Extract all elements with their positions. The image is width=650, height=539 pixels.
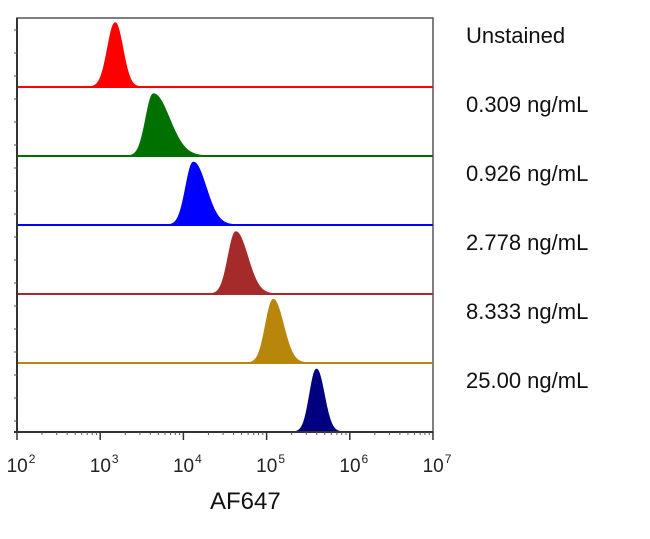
tick-base: 10 (172, 456, 195, 477)
histogram-6 (17, 368, 433, 433)
tick-base: 10 (339, 456, 361, 477)
x-tick-label: 105 (256, 452, 285, 478)
legend-label: 0.309 ng/mL (466, 91, 589, 117)
tick-base: 10 (6, 456, 28, 477)
x-tick-label: 104 (173, 452, 202, 478)
tick-exponent: 5 (278, 452, 286, 466)
x-tick-label: 103 (90, 452, 119, 478)
histogram-5 (17, 298, 433, 364)
x-tick-label: 107 (423, 452, 452, 478)
tick-base: 10 (89, 456, 111, 477)
tick-exponent: 6 (361, 452, 369, 466)
histogram-1 (17, 22, 433, 88)
tick-exponent: 2 (28, 452, 36, 466)
tick-exponent: 4 (195, 452, 202, 466)
histogram-3 (17, 161, 433, 226)
tick-exponent: 3 (111, 452, 119, 466)
legend-label: 0.926 ng/mL (466, 160, 589, 186)
tick-base: 10 (256, 456, 278, 477)
tick-base: 10 (422, 456, 444, 477)
tick-exponent: 7 (444, 452, 452, 466)
legend-label: Unstained (466, 22, 566, 48)
histogram-2 (17, 93, 433, 157)
x-tick-label: 102 (7, 452, 36, 478)
histogram-4 (17, 231, 433, 295)
legend-label: 2.778 ng/mL (466, 229, 589, 255)
legend-label: 8.333 ng/mL (466, 298, 589, 324)
x-tick-label: 106 (339, 452, 368, 478)
x-axis-label: AF647 (210, 488, 281, 515)
legend-label: 25.00 ng/mL (466, 367, 589, 393)
